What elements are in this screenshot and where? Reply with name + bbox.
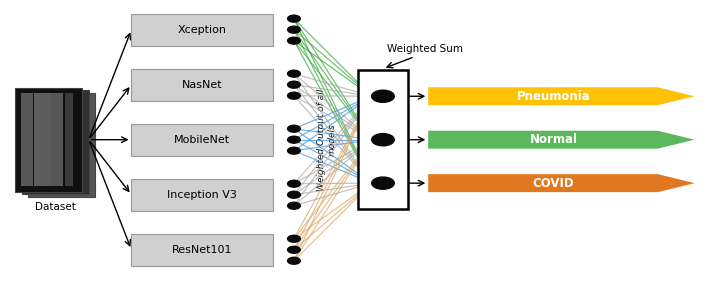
FancyBboxPatch shape <box>132 69 273 101</box>
Text: COVID: COVID <box>533 177 574 190</box>
FancyBboxPatch shape <box>50 93 63 186</box>
Text: NasNet: NasNet <box>182 80 222 90</box>
Ellipse shape <box>287 92 300 99</box>
Polygon shape <box>428 131 695 149</box>
Ellipse shape <box>287 37 300 44</box>
Ellipse shape <box>287 26 300 33</box>
Ellipse shape <box>287 70 300 77</box>
FancyBboxPatch shape <box>132 14 273 46</box>
Ellipse shape <box>287 246 300 253</box>
Ellipse shape <box>372 90 394 102</box>
Text: Weighted Output of all
models: Weighted Output of all models <box>317 88 337 191</box>
Text: Xception: Xception <box>178 25 227 35</box>
Ellipse shape <box>372 177 394 189</box>
FancyBboxPatch shape <box>15 88 82 192</box>
Ellipse shape <box>287 81 300 88</box>
FancyBboxPatch shape <box>132 179 273 211</box>
Text: Inception V3: Inception V3 <box>167 190 237 200</box>
FancyBboxPatch shape <box>21 90 88 194</box>
FancyBboxPatch shape <box>132 124 273 156</box>
Ellipse shape <box>287 125 300 132</box>
Ellipse shape <box>287 180 300 187</box>
Text: Weighted Sum: Weighted Sum <box>387 44 463 54</box>
FancyBboxPatch shape <box>358 70 409 209</box>
FancyBboxPatch shape <box>132 234 273 266</box>
Text: MobileNet: MobileNet <box>174 135 230 145</box>
FancyBboxPatch shape <box>65 93 74 186</box>
Ellipse shape <box>287 257 300 264</box>
FancyBboxPatch shape <box>28 93 95 197</box>
Polygon shape <box>428 87 695 105</box>
FancyBboxPatch shape <box>21 93 33 186</box>
Text: Normal: Normal <box>530 133 578 146</box>
Ellipse shape <box>287 147 300 154</box>
Ellipse shape <box>287 15 300 22</box>
Text: Dataset: Dataset <box>35 202 76 212</box>
Text: Pneumonia: Pneumonia <box>517 90 590 103</box>
Ellipse shape <box>287 202 300 209</box>
Text: ResNet101: ResNet101 <box>172 245 232 255</box>
Polygon shape <box>428 174 695 192</box>
Ellipse shape <box>372 134 394 146</box>
Ellipse shape <box>287 136 300 143</box>
Ellipse shape <box>287 235 300 242</box>
FancyBboxPatch shape <box>34 93 50 186</box>
Ellipse shape <box>287 191 300 198</box>
